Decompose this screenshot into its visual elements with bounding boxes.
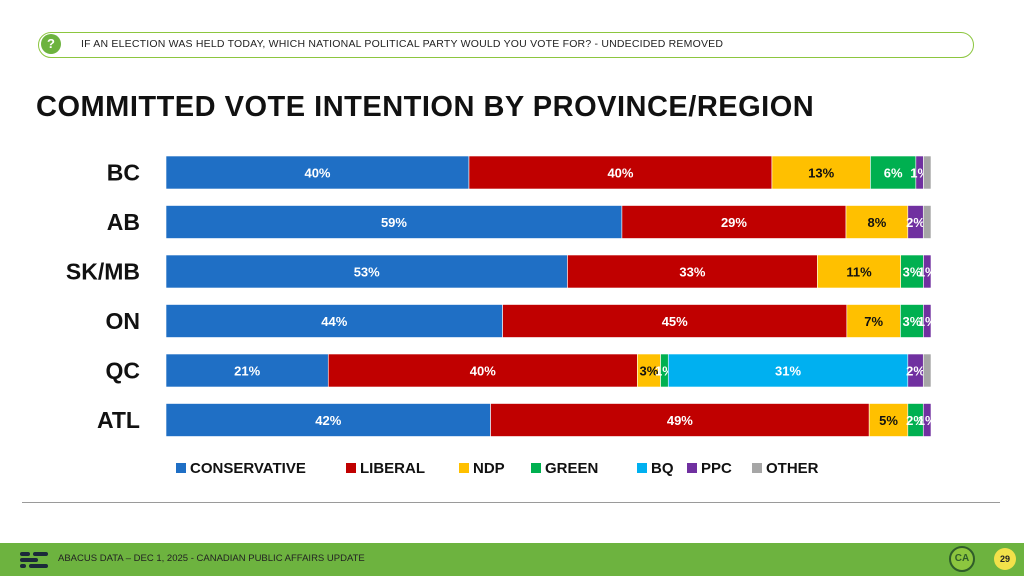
data-label: 44% (321, 314, 347, 329)
data-label: 49% (667, 413, 693, 428)
chart-title: COMMITTED VOTE INTENTION BY PROVINCE/REG… (36, 91, 815, 123)
bar-segment-conservative (165, 353, 329, 388)
data-label: 11% (846, 265, 872, 280)
data-label: 7% (864, 314, 883, 329)
data-label: 31% (775, 364, 801, 379)
data-label: 40% (470, 364, 496, 379)
abacus-logo-icon (20, 552, 48, 568)
footer-divider (22, 502, 1000, 503)
data-label: 13% (808, 166, 834, 181)
legend-label: OTHER (766, 460, 819, 477)
question-banner: ? IF AN ELECTION WAS HELD TODAY, WHICH N… (38, 32, 974, 58)
data-label: 40% (304, 166, 330, 181)
data-label: 59% (381, 215, 407, 230)
legend-swatch-green (531, 463, 541, 473)
footer-bar: ABACUS DATA – DEC 1, 2025 - CANADIAN PUB… (0, 543, 1024, 576)
bar-segment-liberal (502, 304, 848, 338)
legend-label: CONSERVATIVE (190, 460, 306, 477)
legend-swatch-ppc (687, 463, 697, 473)
bar-segment-ppc (923, 304, 932, 338)
bar-segment-other (923, 155, 932, 190)
question-icon: ? (41, 34, 61, 54)
bar-segment-conservative (165, 304, 503, 338)
bar-segment-ndp (817, 254, 902, 289)
page-number: 29 (994, 548, 1016, 570)
legend-label: GREEN (545, 460, 598, 477)
data-label: 1% (918, 265, 937, 280)
bar-segment-ppc (922, 403, 932, 437)
legend-label: BQ (651, 460, 674, 477)
category-label: QC (106, 358, 141, 384)
data-label: 2% (906, 413, 925, 428)
bar-segment-conservative (165, 254, 568, 289)
bar-segment-conservative (165, 403, 491, 437)
data-label: 45% (662, 314, 688, 329)
data-label: 33% (679, 265, 705, 280)
bar-segment-liberal (468, 155, 773, 190)
category-label: AB (107, 209, 140, 235)
data-label: 3% (902, 314, 921, 329)
legend-label: LIBERAL (360, 460, 425, 477)
legend-swatch-other (752, 463, 762, 473)
data-label: 8% (868, 215, 887, 230)
legend-swatch-bq (637, 463, 647, 473)
bar-segment-other (922, 205, 932, 239)
legend-label: PPC (701, 460, 732, 477)
legend-label: NDP (473, 460, 505, 477)
bar-segment-ndp (846, 304, 901, 338)
legend-swatch-conservative (176, 463, 186, 473)
legend-swatch-ndp (459, 463, 469, 473)
data-label: 6% (884, 166, 903, 181)
bar-segment-conservative (165, 155, 470, 190)
data-label: 42% (315, 413, 341, 428)
stacked-bar-chart: BC 40% 40% 13% 6% 1% AB 59% 29% 8% 2% SK/MB 53% 33% 11… (65, 155, 937, 477)
bar-segment-liberal (490, 403, 870, 437)
data-label: 53% (354, 265, 380, 280)
bar-segment-liberal (327, 353, 638, 388)
data-label: 3% (640, 364, 659, 379)
data-label: 29% (721, 215, 747, 230)
bar-segment-conservative (165, 205, 623, 239)
category-label: SK/MB (66, 259, 140, 285)
data-label: 21% (234, 364, 260, 379)
legend-swatch-liberal (346, 463, 356, 473)
question-text: IF AN ELECTION WAS HELD TODAY, WHICH NAT… (81, 38, 724, 50)
bar-segment-liberal (567, 254, 818, 289)
category-label: ATL (97, 407, 140, 433)
bar-segment-other (922, 353, 932, 388)
footer-text: ABACUS DATA – DEC 1, 2025 - CANADIAN PUB… (58, 553, 365, 564)
data-label: 3% (903, 265, 922, 280)
canada-badge-icon: CA (949, 546, 975, 572)
data-label: 2% (906, 364, 925, 379)
data-label: 5% (879, 413, 898, 428)
category-label: BC (107, 160, 140, 186)
data-label: 1% (918, 314, 937, 329)
bar-segment-bq (667, 353, 909, 388)
data-label: 2% (906, 215, 925, 230)
data-label: 40% (607, 166, 633, 181)
bar-segment-ppc (923, 254, 932, 289)
data-label: 1% (918, 413, 937, 428)
category-label: ON (106, 308, 141, 334)
